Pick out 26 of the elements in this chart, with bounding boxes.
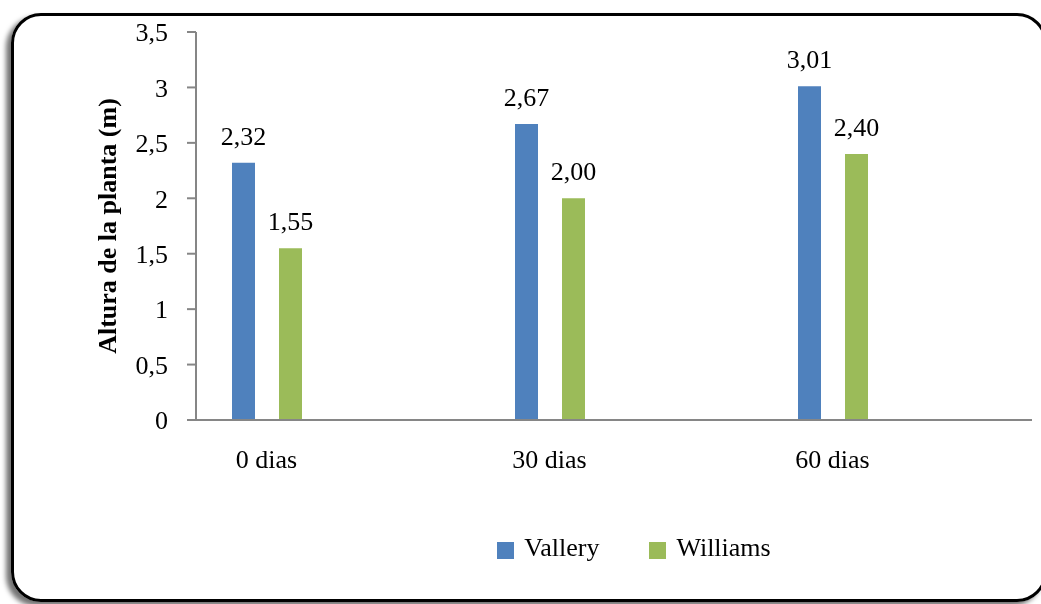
y-tick-label: 0: [155, 406, 168, 436]
legend-label: Vallery: [524, 533, 600, 562]
x-tick-label: 0 dias: [235, 445, 298, 475]
data-label: 2,40: [833, 112, 880, 142]
bar: [232, 162, 255, 420]
data-label: 1,55: [267, 207, 314, 237]
data-label: 2,32: [220, 121, 267, 151]
y-tick-label: 2: [155, 184, 168, 214]
y-tick-label: 3: [155, 73, 168, 103]
data-label: 2,00: [550, 157, 597, 187]
y-tick-label: 0,5: [135, 350, 168, 380]
data-label: 3,01: [786, 45, 833, 75]
y-tick-label: 2,5: [135, 129, 168, 159]
y-tick-label: 1: [155, 295, 168, 325]
x-tick-label: 60 dias: [795, 445, 870, 475]
legend-label: Williams: [676, 533, 771, 562]
y-tick-label: 3,5: [135, 18, 168, 48]
x-tick-label: 30 dias: [512, 445, 587, 475]
bar: [279, 248, 302, 420]
data-label: 2,67: [503, 83, 550, 113]
bar: [562, 198, 585, 420]
y-axis-title: Altura de la planta (m): [92, 98, 122, 354]
bar: [798, 86, 821, 420]
y-tick-label: 1,5: [135, 239, 168, 269]
bar: [515, 124, 538, 420]
bar: [845, 153, 868, 420]
